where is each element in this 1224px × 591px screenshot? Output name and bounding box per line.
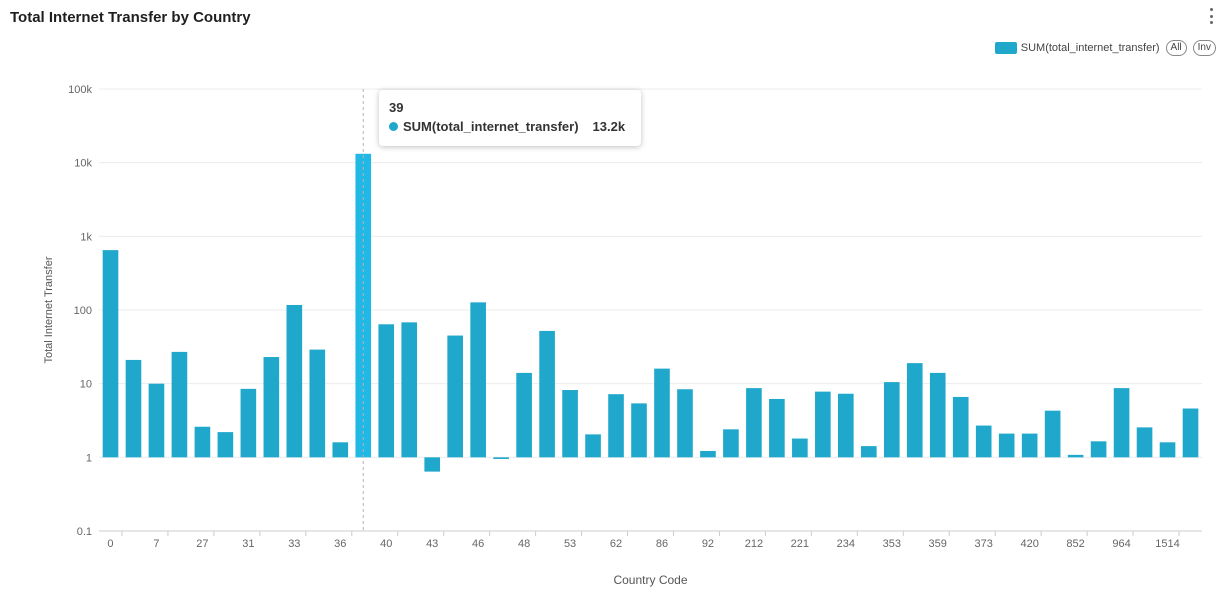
tooltip-series-label: SUM(total_internet_transfer)	[403, 119, 579, 134]
bar	[1090, 441, 1107, 458]
bar	[654, 368, 670, 458]
x-tick-label: 86	[656, 538, 668, 550]
x-tick-label: 36	[334, 538, 346, 550]
legend: SUM(total_internet_transfer) All Inv	[994, 40, 1216, 56]
x-tick-label: 212	[745, 538, 763, 550]
bar	[378, 324, 395, 458]
x-tick-label: 234	[837, 538, 855, 550]
x-tick-label: 373	[975, 538, 993, 550]
x-tick-label: 1514	[1155, 538, 1179, 550]
bar	[240, 388, 257, 458]
x-tick-label: 420	[1020, 538, 1038, 550]
legend-invert-button[interactable]: Inv	[1192, 40, 1216, 56]
bar	[309, 349, 326, 458]
x-tick-label: 48	[518, 538, 530, 550]
x-tick-label: 53	[564, 538, 576, 550]
y-tick-label: 10	[80, 379, 92, 391]
bar	[1136, 427, 1153, 458]
y-tick-label: 10k	[74, 158, 92, 170]
bar	[585, 434, 601, 458]
bar	[998, 433, 1015, 458]
x-tick-label: 43	[426, 538, 438, 550]
bar	[1044, 410, 1061, 458]
tooltip-series-dot	[389, 122, 398, 131]
x-tick-label: 62	[610, 538, 622, 550]
bar	[860, 446, 877, 458]
bar	[516, 372, 532, 458]
x-tick-label: 40	[380, 538, 392, 550]
bar	[286, 304, 303, 458]
bar	[631, 403, 647, 458]
x-tick-label: 31	[242, 538, 254, 550]
legend-select-all-button[interactable]: All	[1165, 40, 1187, 56]
bar	[470, 302, 486, 458]
tooltip-title: 39	[389, 100, 404, 115]
bar	[838, 393, 854, 458]
bar	[1159, 442, 1176, 458]
bar	[562, 390, 578, 458]
x-tick-label: 33	[288, 538, 300, 550]
legend-label: SUM(total_internet_transfer)	[1020, 42, 1160, 54]
bar	[263, 357, 280, 458]
x-tick-label: 359	[929, 538, 947, 550]
chart-title: Total Internet Transfer by Country	[10, 9, 251, 26]
y-axis-title: Total Internet Transfer	[43, 256, 55, 363]
tooltip-value: 13.2k	[592, 119, 626, 134]
y-tick-label: 100	[74, 305, 92, 317]
y-tick-label: 1k	[80, 231, 92, 243]
x-tick-label: 7	[153, 538, 159, 550]
bar	[102, 250, 119, 458]
x-tick-label: 221	[791, 538, 809, 550]
x-tick-label: 27	[196, 538, 208, 550]
y-tick-label: 100k	[68, 84, 92, 96]
bar	[1021, 433, 1038, 458]
bar	[447, 335, 463, 458]
bar	[677, 389, 693, 458]
x-tick-label: 92	[702, 538, 714, 550]
y-tick-label: 0.1	[77, 526, 92, 538]
bar	[332, 442, 349, 458]
bar	[217, 432, 234, 458]
bar	[929, 372, 946, 458]
bar	[792, 438, 808, 458]
bar	[975, 425, 992, 458]
bar	[539, 330, 555, 458]
bar	[815, 391, 831, 458]
x-tick-label: 0	[107, 538, 113, 550]
bar	[148, 383, 165, 458]
legend-item[interactable]: SUM(total_internet_transfer)	[994, 42, 1160, 54]
tooltip: 39 SUM(total_internet_transfer) 13.2k	[379, 90, 641, 146]
bar	[424, 457, 441, 472]
bar	[125, 359, 142, 458]
x-tick-label: 964	[1112, 538, 1130, 550]
legend-swatch	[994, 42, 1017, 54]
bar	[723, 429, 739, 458]
bar	[769, 398, 785, 458]
bar	[952, 396, 969, 458]
bar	[746, 388, 762, 458]
x-tick-label: 353	[883, 538, 901, 550]
more-vertical-icon[interactable]	[1208, 8, 1214, 24]
bar	[171, 351, 188, 458]
x-axis-title: Country Code	[613, 573, 687, 587]
y-tick-label: 1	[86, 452, 92, 464]
bar	[1113, 388, 1130, 458]
bar	[1182, 408, 1199, 458]
bar	[700, 450, 716, 458]
bar	[608, 394, 624, 458]
bar	[883, 382, 900, 458]
bar	[1067, 454, 1084, 458]
bar	[906, 363, 923, 458]
x-tick-label: 46	[472, 538, 484, 550]
bar	[194, 426, 211, 458]
bar	[493, 457, 509, 459]
x-tick-label: 852	[1066, 538, 1084, 550]
bar	[401, 322, 418, 458]
